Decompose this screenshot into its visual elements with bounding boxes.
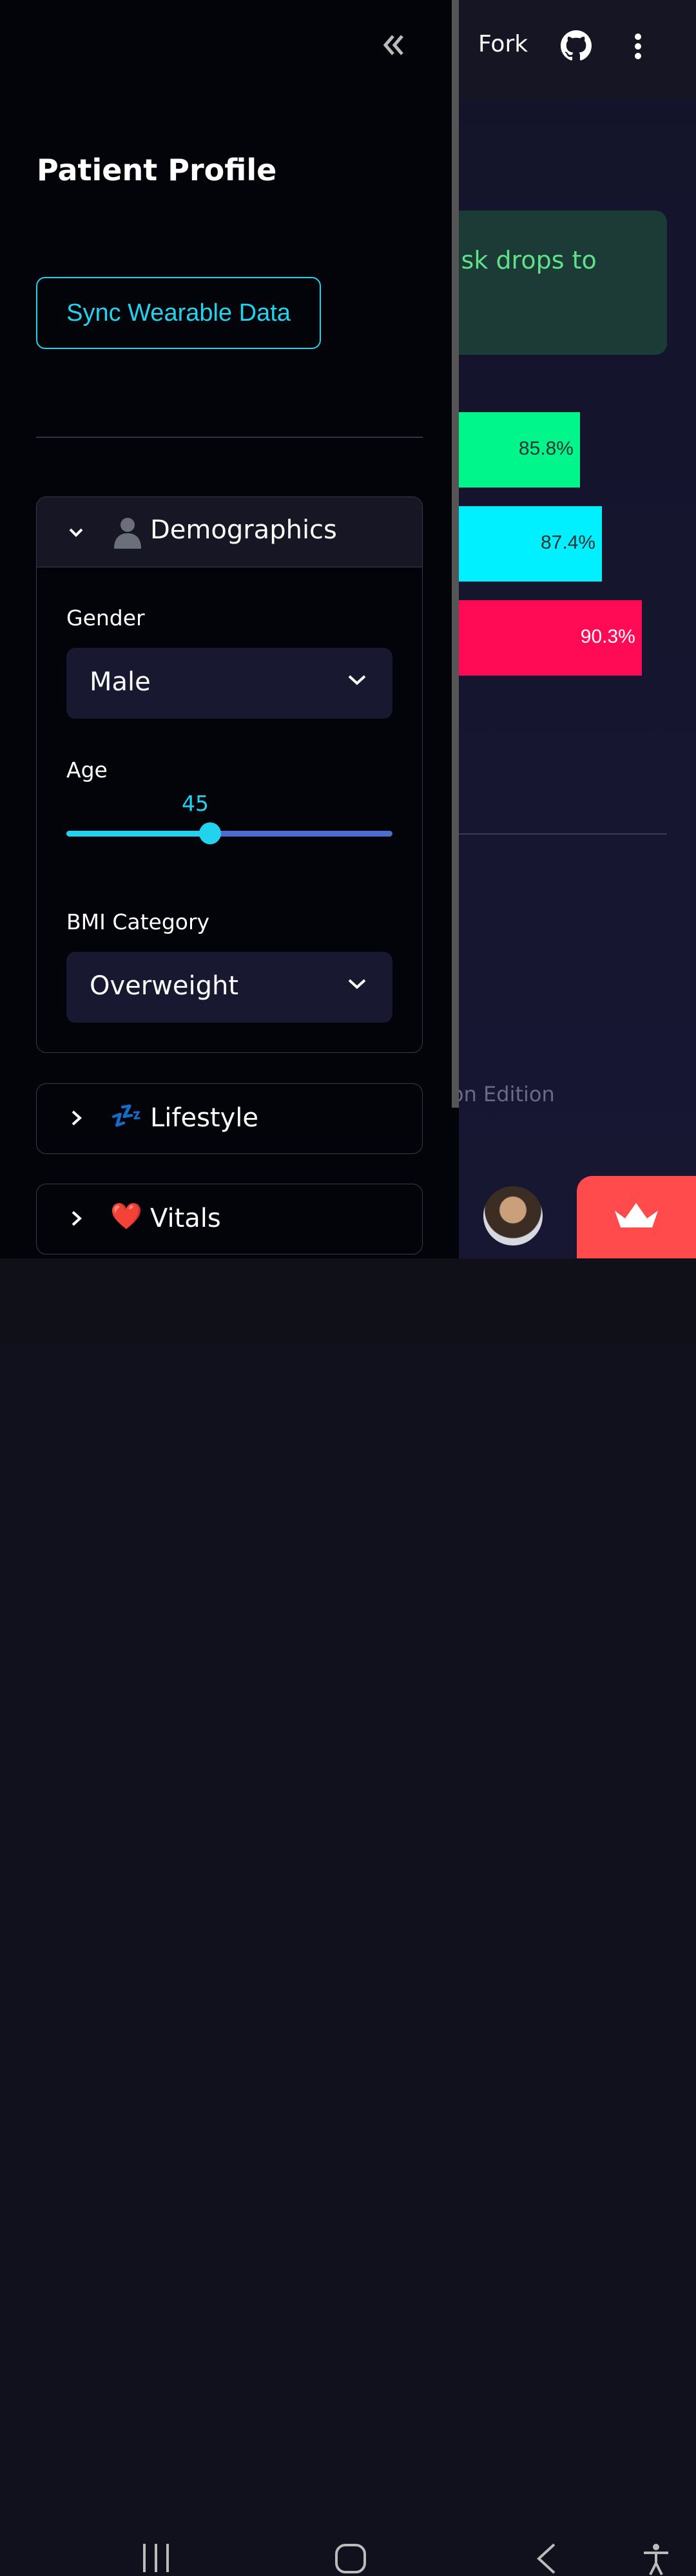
risk-bar: 90.3%: [445, 600, 642, 676]
gender-select[interactable]: Male: [66, 648, 392, 719]
page-title: Patient Profile: [37, 153, 277, 187]
android-nav-bar: [0, 1258, 696, 2575]
heart-icon: ❤️: [110, 1202, 142, 1231]
more-menu-icon[interactable]: [628, 32, 648, 61]
age-label: Age: [66, 757, 108, 782]
chevron-down-icon: [69, 528, 83, 537]
gender-value: Male: [90, 667, 151, 697]
risk-bar: 87.4%: [445, 506, 603, 582]
person-icon: [114, 518, 141, 549]
avatar[interactable]: [483, 1186, 543, 1245]
github-icon[interactable]: [561, 30, 592, 61]
sync-wearable-button[interactable]: Sync Wearable Data: [36, 277, 321, 349]
success-alert: [445, 211, 667, 355]
age-slider-fill: [66, 831, 210, 837]
risk-bar-label: 90.3%: [580, 626, 635, 647]
chevron-down-icon: [348, 675, 366, 685]
back-icon[interactable]: [535, 2543, 558, 2575]
bmi-label: BMI Category: [66, 909, 210, 934]
demographics-title: Demographics: [150, 515, 337, 545]
home-icon[interactable]: [334, 2543, 367, 2575]
age-slider-value: 45: [182, 791, 209, 816]
chevron-right-icon: [72, 1211, 82, 1226]
demographics-header[interactable]: Demographics: [37, 497, 422, 567]
age-slider[interactable]: [66, 822, 392, 844]
deploy-button[interactable]: [577, 1176, 696, 1258]
risk-bar-label: 85.8%: [518, 438, 574, 459]
fork-button[interactable]: Fork: [478, 31, 528, 57]
vitals-expander[interactable]: ❤️ Vitals: [36, 1184, 423, 1255]
chevron-right-icon: [72, 1110, 82, 1126]
alert-text: isk drops to: [454, 246, 597, 274]
lifestyle-title: Lifestyle: [150, 1103, 259, 1133]
age-slider-thumb[interactable]: [198, 822, 221, 844]
recent-apps-icon[interactable]: [140, 2543, 171, 2573]
bmi-select[interactable]: Overweight: [66, 952, 392, 1023]
collapse-sidebar-icon[interactable]: [380, 32, 406, 58]
demographics-expander: Demographics Gender Male Age 45 BMI Cate…: [36, 497, 423, 1053]
sidebar-scrollbar[interactable]: [452, 0, 459, 1108]
accessibility-icon[interactable]: [642, 2543, 670, 2576]
vitals-title: Vitals: [150, 1204, 221, 1233]
bmi-value: Overweight: [90, 971, 239, 1001]
risk-bar-label: 87.4%: [541, 532, 596, 553]
gender-label: Gender: [66, 605, 145, 630]
risk-bar: 85.8%: [445, 412, 580, 488]
sidebar: Patient Profile Sync Wearable Data Demog…: [0, 0, 459, 1258]
sleep-icon: 💤: [110, 1101, 142, 1131]
lifestyle-expander[interactable]: 💤 Lifestyle: [36, 1083, 423, 1154]
main-divider: [445, 833, 667, 835]
sidebar-divider: [36, 437, 423, 438]
footer-text: on Edition: [451, 1082, 555, 1106]
chevron-down-icon: [348, 979, 366, 989]
crown-icon: [615, 1203, 658, 1227]
